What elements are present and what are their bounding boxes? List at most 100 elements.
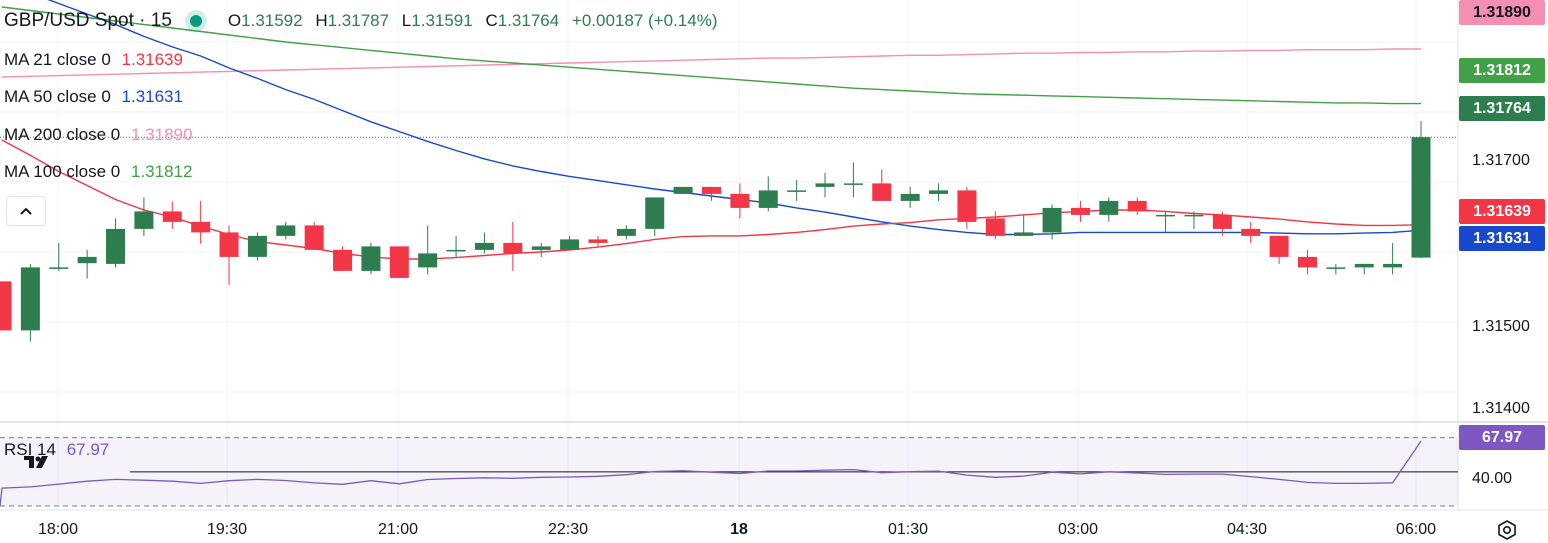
candle-body [333,249,353,271]
legend-value: 1.31812 [130,162,193,181]
candle [1383,242,1403,275]
candle-body [957,190,977,222]
candle [1241,221,1261,243]
candle-body [1297,256,1317,268]
candle-body [1127,200,1147,212]
symbol-title[interactable]: GBP/USD Spot · 15 [4,10,172,31]
candle-body [1014,232,1034,236]
legend-ma200[interactable]: MA 200 close 0 1.31890 [4,125,192,145]
candle [361,242,381,275]
candle [588,235,608,247]
candle [49,242,69,271]
legend-ma100[interactable]: MA 100 close 0 1.31812 [4,162,192,182]
chevron-up-icon [20,207,32,215]
candle [1326,263,1346,275]
candle-body [1070,207,1090,215]
candle [985,211,1005,240]
candle-body [872,183,892,201]
chart-header: GBP/USD Spot · 15 O1.31592 H1.31787 L1.3… [4,10,725,32]
time-tick: 06:00 [1395,521,1437,538]
legend-ma50[interactable]: MA 50 close 0 1.31631 [4,87,183,107]
candle-body [418,253,438,268]
price-badge-ma200: 1.31890 [1459,0,1545,25]
candle-body [616,228,636,236]
candle [787,179,807,201]
time-tick: 03:00 [1057,521,1099,538]
candle [503,221,523,271]
candle-body [1354,263,1374,268]
candle-body [247,235,267,257]
price-tick: 1.31400 [1472,400,1530,417]
candle-body [0,281,12,331]
settings-gear-icon[interactable] [1496,519,1518,541]
candle-body [219,232,239,257]
candle [333,246,353,271]
candle-body [106,228,126,264]
rsi-line-group [0,440,1422,507]
candle-body [20,267,40,331]
price-badge-last: 1.31764 [1459,96,1545,121]
collapse-legend-button[interactable] [6,196,46,226]
candle-body [1099,200,1119,215]
candle-body [474,242,494,250]
candle-body [900,193,920,201]
candle-body [702,186,721,194]
candle-body [929,190,949,194]
candle-body [276,225,296,236]
candle [191,200,211,244]
ohlc-readout: O1.31592 H1.31787 L1.31591 C1.31764 +0.0… [228,11,726,31]
candle-body [361,246,381,271]
candle-body [531,246,551,250]
candle-body [588,239,608,243]
candle [900,186,920,208]
legend-ma21[interactable]: MA 21 close 0 1.31639 [4,50,183,70]
candle [77,249,97,279]
candle [531,242,551,257]
market-status-icon [189,15,202,27]
time-tick: 22:30 [547,521,589,538]
time-tick: 04:30 [1226,521,1268,538]
candle [247,232,267,261]
candle-body [389,246,409,278]
candle [134,197,154,236]
candle-body [162,211,182,222]
time-tick: 19:30 [206,521,248,538]
candle-body [673,186,693,194]
candle-body [1156,214,1176,217]
candle [872,169,892,201]
candle-body [503,242,523,254]
candle-body [1383,263,1403,268]
candle [1070,200,1090,222]
high-value: 1.31787 [327,11,390,30]
open-label: O [227,11,242,30]
candle-body [645,197,665,229]
candle [1042,204,1062,240]
candle-body [1241,228,1261,236]
time-tick: 18:00 [37,521,79,538]
price-badge-ma100: 1.31812 [1459,58,1545,83]
candle [673,186,693,194]
candle-body [134,211,154,229]
candle-body [1269,235,1289,257]
candle [1354,263,1374,275]
candle [843,162,863,198]
candle-body [815,183,835,187]
rsi-tick: 40.00 [1472,470,1513,487]
candle [1297,249,1317,275]
candle [474,232,494,254]
candle [219,225,239,285]
legend-label: MA 200 close 0 [4,125,121,144]
candle [1212,211,1232,236]
rsi-badge: 67.97 [1459,425,1545,450]
open-value: 1.31592 [241,11,303,30]
candle [702,186,721,201]
close-label: C [485,11,498,30]
legend-rsi[interactable]: RSI 14 67.97 [4,440,109,460]
candle [446,235,466,257]
candle [276,221,296,240]
grid-lines [0,0,1548,511]
time-tick: 01:30 [887,521,929,538]
price-badge-ma50: 1.31631 [1459,226,1545,251]
candle [730,183,750,219]
